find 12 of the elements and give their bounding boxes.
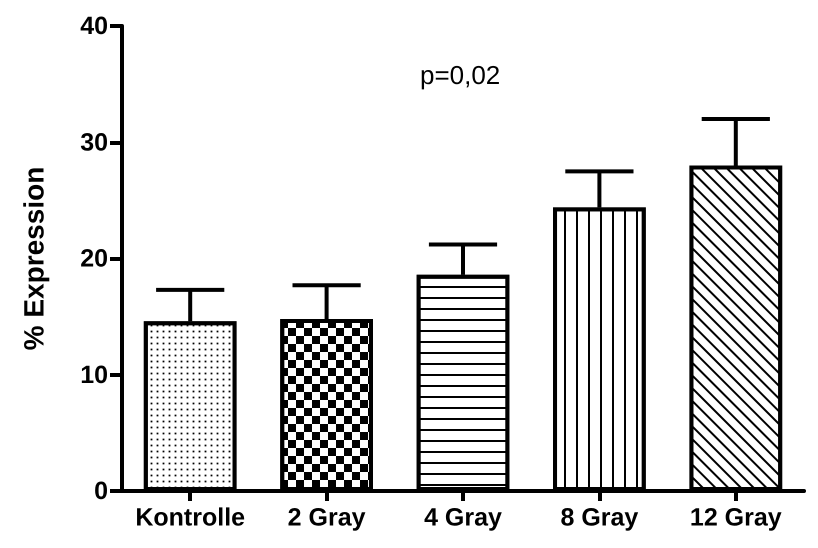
x-tick-label: 8 Gray: [560, 504, 638, 532]
y-tick-label: 40: [80, 12, 108, 40]
annotation: p=0,02: [420, 60, 500, 90]
y-tick-label: 30: [80, 128, 108, 156]
y-tick-label: 0: [94, 477, 108, 505]
x-tick-label: 4 Gray: [424, 504, 502, 532]
x-tick-label: Kontrolle: [135, 504, 246, 532]
y-tick-label: 10: [80, 360, 108, 389]
x-tick-label: 2 Gray: [288, 504, 366, 532]
y-axis-title: % Expression: [18, 166, 50, 350]
y-tick-label: 20: [80, 244, 108, 272]
x-tick-label: 12 Gray: [690, 504, 782, 532]
